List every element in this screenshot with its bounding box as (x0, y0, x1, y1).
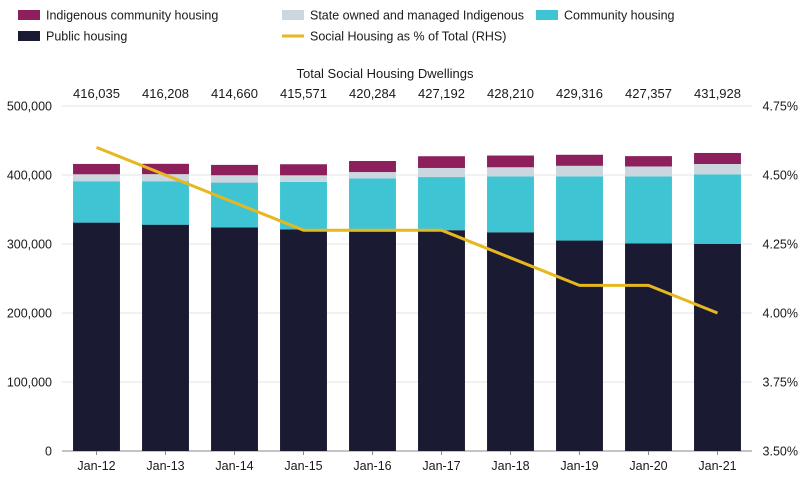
total-label: 427,192 (418, 86, 465, 101)
left-axis: 0 100,000 200,000 300,000 400,000 500,000 (7, 100, 52, 459)
bar-public-housing (418, 230, 465, 451)
legend-swatch (536, 10, 558, 20)
bar-public-housing (625, 243, 672, 451)
x-axis-tick-label: Jan-17 (422, 459, 460, 473)
left-axis-tick-label: 500,000 (7, 100, 52, 114)
legend-item: Indigenous community housing (18, 9, 218, 23)
bar-indigenous-community-housing (694, 152, 741, 165)
right-axis-tick-label: 3.50% (763, 445, 798, 459)
bar-community-housing (625, 176, 672, 244)
bar-public-housing (487, 232, 534, 451)
bar-indigenous-community-housing (418, 156, 465, 168)
x-axis-tick-label: Jan-18 (491, 459, 529, 473)
bar-state-owned-and-managed-indigenous (694, 164, 741, 175)
bar-public-housing (73, 222, 120, 451)
bar-indigenous-community-housing (73, 163, 120, 175)
x-axis-tick-label: Jan-14 (215, 459, 253, 473)
bar-state-owned-and-managed-indigenous (625, 166, 672, 177)
bar-state-owned-and-managed-indigenous (142, 174, 189, 182)
total-label: 428,210 (487, 86, 534, 101)
legend-item: Social Housing as % of Total (RHS) (282, 30, 506, 44)
right-axis-tick-label: 4.00% (763, 307, 798, 321)
right-axis-tick-label: 3.75% (763, 376, 798, 390)
bars (73, 152, 741, 451)
bar-state-owned-and-managed-indigenous (349, 172, 396, 179)
total-labels: 416,035 416,208 414,660 415,571 420,284 427,1… (73, 86, 741, 101)
left-axis-tick-label: 100,000 (7, 376, 52, 390)
x-axis: Jan-12 Jan-13 Jan-14 Jan-15 Jan-16 Jan-17 Jan-… (77, 451, 737, 473)
right-axis: 3.50% 3.75% 4.00% 4.25% 4.50% 4.75% (763, 100, 798, 459)
legend-item: State owned and managed Indigenous (282, 9, 524, 23)
left-axis-tick-label: 200,000 (7, 307, 52, 321)
bar-community-housing (418, 177, 465, 231)
legend-item: Public housing (18, 30, 127, 44)
bar-public-housing (142, 224, 189, 451)
legend-label: State owned and managed Indigenous (310, 9, 524, 23)
x-axis-tick-label: Jan-20 (629, 459, 667, 473)
bar-state-owned-and-managed-indigenous (487, 167, 534, 177)
legend-swatch (282, 10, 304, 20)
legend-label: Indigenous community housing (46, 9, 218, 23)
right-axis-tick-label: 4.50% (763, 169, 798, 183)
left-axis-tick-label: 300,000 (7, 238, 52, 252)
bar-public-housing (349, 231, 396, 451)
bar-community-housing (556, 176, 603, 241)
bar-public-housing (211, 227, 258, 451)
bar-indigenous-community-housing (142, 163, 189, 175)
bar-community-housing (349, 178, 396, 232)
legend-swatch (18, 10, 40, 20)
bar-state-owned-and-managed-indigenous (418, 167, 465, 178)
bar-state-owned-and-managed-indigenous (280, 175, 327, 182)
bar-community-housing (280, 181, 327, 230)
x-axis-tick-label: Jan-12 (77, 459, 115, 473)
total-label: 420,284 (349, 86, 396, 101)
bar-state-owned-and-managed-indigenous (211, 175, 258, 183)
total-label: 427,357 (625, 86, 672, 101)
bar-public-housing (556, 240, 603, 451)
bar-indigenous-community-housing (487, 155, 534, 168)
bar-state-owned-and-managed-indigenous (73, 174, 120, 182)
bar-community-housing (211, 182, 258, 228)
total-label: 416,208 (142, 86, 189, 101)
bar-community-housing (487, 176, 534, 233)
bar-community-housing (73, 181, 120, 223)
left-axis-tick-label: 400,000 (7, 169, 52, 183)
legend-label: Community housing (564, 9, 675, 23)
x-axis-tick-label: Jan-15 (284, 459, 322, 473)
bar-state-owned-and-managed-indigenous (556, 165, 603, 177)
legend-item: Community housing (536, 9, 675, 23)
legend-label: Public housing (46, 30, 127, 44)
legend-label: Social Housing as % of Total (RHS) (310, 30, 506, 44)
legend-swatch (18, 31, 40, 41)
total-label: 416,035 (73, 86, 120, 101)
bar-public-housing (694, 244, 741, 451)
total-label: 414,660 (211, 86, 258, 101)
bar-indigenous-community-housing (211, 164, 258, 176)
x-axis-tick-label: Jan-16 (353, 459, 391, 473)
bar-indigenous-community-housing (625, 156, 672, 167)
bar-public-housing (280, 229, 327, 451)
total-label: 415,571 (280, 86, 327, 101)
line-social-housing-pct (95, 146, 719, 315)
x-axis-tick-label: Jan-13 (146, 459, 184, 473)
left-axis-tick-label: 0 (45, 445, 52, 459)
legend: Indigenous community housing State owned … (18, 9, 675, 44)
bar-indigenous-community-housing (556, 154, 603, 166)
right-axis-tick-label: 4.75% (763, 100, 798, 114)
bar-indigenous-community-housing (349, 161, 396, 173)
x-axis-tick-label: Jan-19 (560, 459, 598, 473)
x-axis-tick-label: Jan-21 (698, 459, 736, 473)
total-label: 431,928 (694, 86, 741, 101)
bar-indigenous-community-housing (280, 164, 327, 176)
chart-title: Total Social Housing Dwellings (296, 66, 474, 81)
right-axis-tick-label: 4.25% (763, 238, 798, 252)
line-series (95, 146, 719, 315)
bar-community-housing (142, 181, 189, 225)
total-label: 429,316 (556, 86, 603, 101)
bar-community-housing (694, 174, 741, 244)
